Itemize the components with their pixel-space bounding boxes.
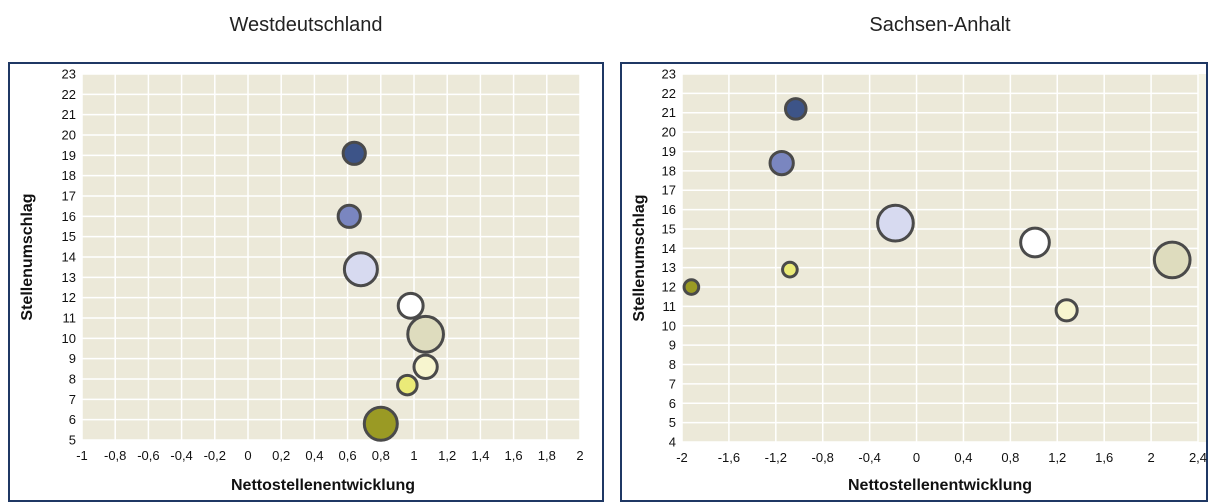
- x-tick-label: -0,6: [137, 448, 159, 463]
- y-tick-label: 15: [662, 221, 676, 236]
- y-tick-label: 6: [69, 412, 76, 427]
- x-tick-label: -1: [76, 448, 88, 463]
- y-tick-label: 5: [69, 433, 76, 448]
- y-tick-label: 21: [62, 107, 76, 122]
- x-tick-label: -0,2: [204, 448, 226, 463]
- x-tick-label: 2: [1147, 450, 1154, 465]
- bubble-point: [783, 97, 808, 121]
- bubble-point: [341, 140, 367, 166]
- bubble-point: [682, 278, 701, 296]
- bubble-point: [768, 149, 795, 177]
- x-tick-label: -1,2: [765, 450, 787, 465]
- x-tick-label: 1,4: [471, 448, 489, 463]
- x-tick-label: 2,4: [1189, 450, 1207, 465]
- x-tick-label: 0: [244, 448, 251, 463]
- y-tick-label: 23: [62, 67, 76, 82]
- bubble-point: [1152, 240, 1192, 280]
- x-tick-label: 1,2: [438, 448, 456, 463]
- bubble-point: [396, 373, 419, 397]
- y-tick-label: 12: [62, 290, 76, 305]
- x-tick-label: -0,4: [858, 450, 880, 465]
- y-tick-label: 19: [662, 144, 676, 159]
- x-tick-label: 0,2: [272, 448, 290, 463]
- x-tick-label: 0,6: [339, 448, 357, 463]
- bubble-point: [1054, 298, 1079, 323]
- y-tick-label: 9: [669, 338, 676, 353]
- y-tick-label: 14: [662, 241, 676, 256]
- x-tick-label: -0,8: [812, 450, 834, 465]
- bubble-point: [876, 203, 915, 243]
- x-tick-label: 0,8: [372, 448, 390, 463]
- y-tick-label: 13: [662, 260, 676, 275]
- y-tick-label: 17: [62, 189, 76, 204]
- x-tick-label: 1,6: [505, 448, 523, 463]
- y-tick-label: 4: [669, 435, 676, 450]
- x-tick-label: 0,4: [954, 450, 972, 465]
- x-tick-label: -2: [676, 450, 688, 465]
- x-tick-label: 1,6: [1095, 450, 1113, 465]
- x-axis-label: Nettostellenentwicklung: [848, 477, 1032, 494]
- y-tick-label: 8: [669, 357, 676, 372]
- x-tick-label: 1,8: [538, 448, 556, 463]
- bubble-point: [342, 251, 379, 288]
- y-tick-label: 13: [62, 270, 76, 285]
- chart-title-sachsen-anhalt: Sachsen-Anhalt: [869, 14, 1011, 36]
- x-tick-label: 0: [913, 450, 920, 465]
- y-tick-label: 20: [62, 128, 76, 143]
- x-tick-label: -0,4: [170, 448, 192, 463]
- bubble-point: [362, 405, 399, 442]
- y-tick-label: 22: [662, 86, 676, 101]
- x-tick-label: 1: [410, 448, 417, 463]
- x-axis-label: Nettostellenentwicklung: [231, 477, 415, 494]
- y-tick-label: 18: [662, 163, 676, 178]
- y-tick-label: 16: [62, 209, 76, 224]
- chart-title-westdeutschland: Westdeutschland: [229, 14, 383, 36]
- bubble-point: [781, 260, 799, 279]
- x-tick-label: 0,4: [305, 448, 323, 463]
- y-tick-label: 18: [62, 168, 76, 183]
- y-tick-label: 8: [69, 372, 76, 387]
- plot-area-margin: [1198, 74, 1206, 442]
- bubble-point: [406, 314, 445, 354]
- bubble-point: [412, 353, 439, 380]
- y-tick-label: 10: [62, 331, 76, 346]
- y-axis-label: Stellenumschlag: [631, 194, 648, 321]
- x-tick-label: -1,6: [718, 450, 740, 465]
- y-tick-label: 6: [669, 396, 676, 411]
- y-axis-label: Stellenumschlag: [19, 193, 36, 320]
- y-tick-label: 17: [662, 183, 676, 198]
- bubble-point: [336, 203, 362, 229]
- y-tick-label: 10: [662, 318, 676, 333]
- y-tick-label: 22: [62, 87, 76, 102]
- y-tick-label: 11: [63, 311, 77, 326]
- y-tick-label: 15: [62, 229, 76, 244]
- bubble-point: [1019, 226, 1051, 259]
- y-tick-label: 7: [669, 376, 676, 391]
- y-tick-label: 19: [62, 148, 76, 163]
- y-tick-label: 16: [662, 202, 676, 217]
- y-tick-label: 14: [62, 250, 76, 265]
- y-tick-label: 23: [662, 67, 676, 82]
- y-tick-label: 5: [669, 415, 676, 430]
- x-tick-label: 0,8: [1001, 450, 1019, 465]
- x-tick-label: 2: [576, 448, 583, 463]
- y-tick-label: 9: [69, 351, 76, 366]
- x-tick-label: -0,8: [104, 448, 126, 463]
- plot-area: [682, 74, 1198, 442]
- y-tick-label: 12: [662, 280, 676, 295]
- y-tick-label: 11: [663, 299, 677, 314]
- bubble-point: [396, 291, 425, 320]
- y-tick-label: 21: [662, 105, 676, 120]
- x-tick-label: 1,2: [1048, 450, 1066, 465]
- y-tick-label: 20: [662, 125, 676, 140]
- y-tick-label: 7: [69, 392, 76, 407]
